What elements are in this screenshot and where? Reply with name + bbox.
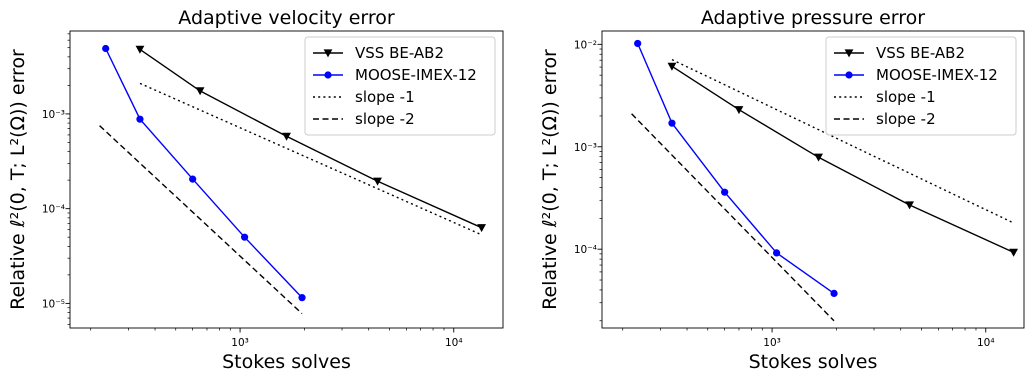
- x-axis-label: Stokes solves: [749, 351, 878, 373]
- data-point-vss-be-ab2: [135, 45, 145, 54]
- data-point-moose-imex-12: [634, 39, 642, 48]
- plot-data: [99, 44, 487, 315]
- series-line-moose-imex-12: [105, 48, 303, 299]
- data-point-vss-be-ab2: [477, 224, 487, 233]
- data-point-moose-imex-12: [772, 249, 781, 257]
- data-point-moose-imex-12: [721, 188, 729, 196]
- x-tick-label: 10⁴: [977, 337, 995, 349]
- data-point-moose-imex-12: [298, 294, 306, 302]
- legend-label: MOOSE-IMEX-12: [355, 66, 477, 84]
- legend: VSS BE-AB2 MOOSE-IMEX-12 slope -1 slope -2: [304, 36, 496, 136]
- x-tick-label: 10³: [763, 337, 781, 349]
- y-axis-label: Relative ℓ²(0, T; L²(Ω)) error: [539, 49, 561, 310]
- legend-label: MOOSE-IMEX-12: [876, 66, 998, 84]
- plot-frame: [69, 30, 504, 329]
- data-point-vss-be-ab2: [282, 132, 291, 141]
- y-tick-label: 10⁻⁴: [42, 204, 65, 216]
- series-line-slope-1: [671, 58, 1014, 224]
- data-point-vss-be-ab2: [195, 87, 205, 96]
- y-tick-label: 10⁻⁵: [42, 298, 65, 310]
- legend: VSS BE-AB2 MOOSE-IMEX-12 slope -1 slope -2: [825, 36, 1017, 136]
- y-tick-label: 10⁻³: [42, 109, 65, 121]
- pressure-error-chart: Adaptive pressure error 10³ 10⁴ 10⁻⁴ 10⁻³ 10⁻…: [539, 7, 1025, 373]
- series-line-slope-2: [99, 125, 303, 315]
- plot-data: [631, 39, 1019, 322]
- legend-label: slope -1: [876, 88, 936, 106]
- data-point-moose-imex-12: [136, 115, 144, 123]
- data-point-moose-imex-12: [189, 175, 197, 183]
- data-point-moose-imex-12: [240, 233, 249, 241]
- velocity-error-chart: Adaptive velocity error 10³ 10⁴ 10⁻⁵ 10⁻⁴ 10⁻…: [7, 7, 504, 373]
- legend-label: slope -1: [355, 88, 415, 106]
- legend-marker-moose-imex-12: [324, 71, 332, 79]
- data-point-vss-be-ab2: [1009, 248, 1019, 257]
- legend-marker-vss-be-ab2: [844, 49, 854, 58]
- legend-label: VSS BE-AB2: [876, 44, 965, 62]
- data-point-vss-be-ab2: [814, 153, 823, 162]
- x-tick-label: 10⁴: [445, 337, 463, 349]
- chart-title: Adaptive pressure error: [701, 7, 925, 29]
- y-tick-label: 10⁻⁴: [574, 244, 597, 256]
- y-axis-label: Relative ℓ²(0, T; L²(Ω)) error: [7, 49, 29, 310]
- data-point-moose-imex-12: [830, 289, 838, 298]
- data-point-vss-be-ab2: [667, 62, 677, 71]
- data-point-vss-be-ab2: [734, 106, 744, 115]
- x-tick-label: 10³: [231, 337, 249, 349]
- legend-marker-vss-be-ab2: [323, 49, 333, 58]
- series-line-slope-2: [631, 113, 835, 322]
- legend-label: VSS BE-AB2: [355, 44, 444, 62]
- legend-box: [304, 36, 496, 136]
- data-point-vss-be-ab2: [373, 177, 382, 186]
- chart-title: Adaptive velocity error: [178, 7, 395, 29]
- legend-box: [825, 36, 1017, 136]
- data-point-moose-imex-12: [668, 119, 676, 127]
- data-point-moose-imex-12: [102, 44, 110, 53]
- x-axis-label: Stokes solves: [222, 351, 351, 373]
- data-point-vss-be-ab2: [905, 201, 914, 210]
- y-tick-label: 10⁻³: [574, 142, 597, 154]
- plot-frame: [601, 30, 1025, 329]
- y-tick-label: 10⁻²: [574, 39, 597, 51]
- series-line-moose-imex-12: [637, 43, 835, 294]
- legend-label: slope -2: [876, 110, 936, 128]
- legend-label: slope -2: [355, 110, 415, 128]
- legend-marker-moose-imex-12: [845, 71, 853, 79]
